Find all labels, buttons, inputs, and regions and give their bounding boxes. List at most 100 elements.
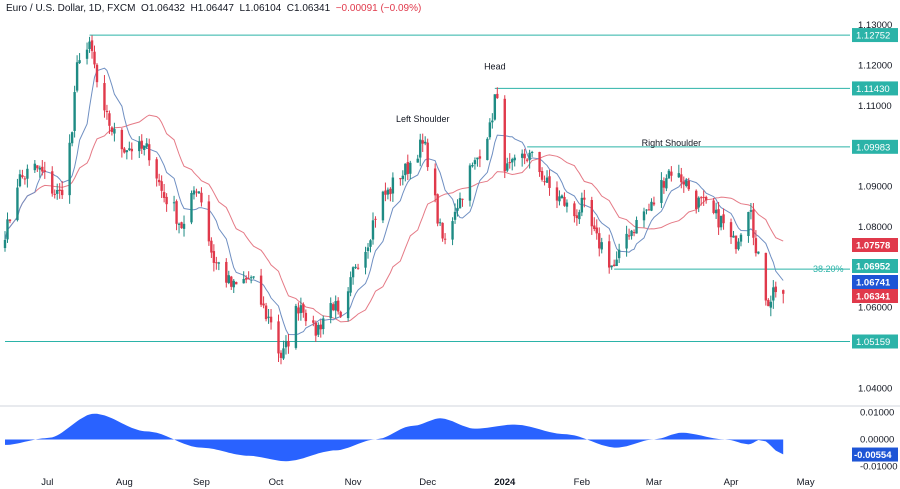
oscillator-tick-label: 0.00000 bbox=[860, 435, 894, 446]
candle bbox=[642, 207, 646, 228]
candle bbox=[538, 151, 541, 177]
candle-body bbox=[227, 275, 230, 284]
candle-body bbox=[269, 316, 273, 323]
candle-body bbox=[772, 287, 775, 301]
candle bbox=[259, 268, 263, 307]
candle bbox=[242, 271, 245, 284]
candle-body bbox=[230, 276, 233, 287]
candle-body bbox=[140, 140, 143, 149]
candle-body bbox=[647, 209, 651, 211]
candle-body bbox=[548, 176, 551, 188]
candle-body bbox=[90, 40, 94, 51]
candle-body bbox=[88, 41, 91, 49]
annotation-left-shoulder: Left Shoulder bbox=[396, 114, 450, 124]
x-axis-label: Sep bbox=[193, 477, 210, 488]
candle-body bbox=[157, 179, 161, 183]
candle bbox=[732, 230, 735, 238]
change-value: −0.00091 (−0.09%) bbox=[335, 3, 422, 14]
candle bbox=[3, 231, 7, 252]
candle bbox=[406, 154, 409, 181]
candle-body bbox=[595, 227, 598, 234]
candle-body bbox=[302, 304, 305, 313]
candle bbox=[632, 229, 636, 237]
candle bbox=[545, 170, 549, 183]
candle bbox=[729, 218, 733, 244]
candle-body bbox=[18, 174, 22, 187]
candle-body bbox=[232, 280, 235, 288]
candle bbox=[235, 281, 238, 285]
candle bbox=[113, 122, 116, 142]
candle-body bbox=[426, 142, 429, 168]
candle-body bbox=[662, 181, 666, 188]
candle-body bbox=[389, 188, 392, 195]
candle bbox=[543, 175, 546, 186]
candle bbox=[384, 182, 387, 202]
candle bbox=[8, 219, 12, 224]
x-axis-label: Oct bbox=[269, 477, 284, 488]
candle-body bbox=[719, 215, 723, 228]
candle bbox=[294, 303, 298, 350]
candle-body bbox=[329, 303, 332, 319]
candle bbox=[317, 322, 320, 338]
candle-body bbox=[555, 187, 559, 201]
candle bbox=[635, 216, 638, 234]
candle-body bbox=[148, 144, 151, 161]
candle-body bbox=[458, 198, 462, 209]
candle bbox=[6, 212, 9, 243]
candle-body bbox=[600, 242, 603, 250]
candle bbox=[70, 131, 74, 147]
candle bbox=[722, 208, 725, 230]
candle-body bbox=[162, 192, 166, 198]
candle-body bbox=[645, 209, 648, 211]
candle-body bbox=[287, 341, 290, 347]
price-tag-label: 1.07578 bbox=[856, 241, 890, 252]
candle bbox=[177, 222, 181, 234]
candle bbox=[565, 199, 569, 213]
candle bbox=[354, 264, 357, 269]
candle bbox=[267, 308, 270, 324]
candle bbox=[140, 134, 143, 155]
candle-body bbox=[593, 225, 596, 230]
candle bbox=[297, 302, 300, 321]
candle bbox=[43, 161, 46, 179]
candle-body bbox=[642, 211, 646, 221]
candle bbox=[215, 256, 218, 270]
candle bbox=[123, 146, 126, 154]
candle bbox=[182, 215, 186, 237]
candle bbox=[665, 174, 668, 192]
candle-body bbox=[687, 180, 690, 190]
price-tag-label: 1.06341 bbox=[856, 292, 891, 303]
candle bbox=[401, 170, 405, 186]
candle bbox=[419, 133, 422, 167]
candle-body bbox=[284, 340, 288, 348]
annotation-head: Head bbox=[484, 61, 506, 71]
candle bbox=[617, 243, 621, 263]
candle-body bbox=[573, 203, 576, 217]
candle-body bbox=[262, 303, 265, 306]
candle-body bbox=[8, 219, 12, 222]
x-axis-label: 2024 bbox=[494, 477, 516, 488]
candle bbox=[175, 199, 178, 231]
candle-body bbox=[419, 139, 422, 158]
candle bbox=[493, 94, 497, 121]
candle-body bbox=[267, 316, 270, 318]
candle bbox=[371, 212, 375, 245]
candle-body bbox=[391, 177, 395, 194]
candle bbox=[36, 165, 39, 172]
candle-body bbox=[36, 165, 39, 169]
candle bbox=[421, 133, 424, 152]
candle bbox=[16, 178, 19, 222]
candle bbox=[645, 209, 648, 215]
candle bbox=[650, 198, 653, 212]
candle bbox=[391, 172, 395, 202]
candle-body bbox=[51, 171, 54, 194]
candle bbox=[312, 315, 315, 327]
candle bbox=[583, 189, 586, 208]
candle bbox=[200, 187, 203, 207]
candle bbox=[190, 190, 193, 225]
level-tag bbox=[852, 28, 898, 43]
candle bbox=[747, 211, 750, 243]
candle bbox=[749, 203, 753, 220]
candle-body bbox=[565, 202, 569, 207]
